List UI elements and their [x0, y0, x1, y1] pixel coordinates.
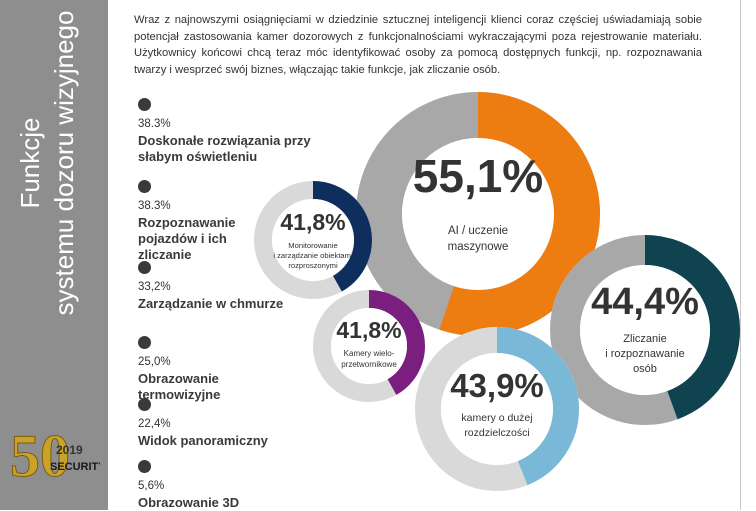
sidebar: Funkcje systemu dozoru wizyjnego 50 2019… — [0, 0, 108, 510]
donut-category-label: i rozpoznawanie — [605, 348, 685, 360]
legend-bullet-icon — [138, 180, 151, 193]
donut-value-arc — [313, 290, 425, 402]
legend-percent: 38.3% — [138, 200, 171, 212]
donut-hole — [402, 138, 554, 290]
donut-value-label: 43,9% — [450, 367, 544, 404]
legend-percent: 22,4% — [138, 418, 171, 430]
frame-line — [740, 0, 741, 510]
donut-value-arc — [550, 235, 740, 425]
donut-category-label: maszynowe — [448, 241, 509, 253]
donut-1: 55,1% AI / uczenie maszynowe — [356, 92, 600, 336]
legend-bullet-icon — [138, 398, 151, 411]
donut-category-label: kamery o dużej — [461, 412, 532, 424]
donut-5: 41,8% Kamery wielo-przetwornikowe — [313, 290, 425, 402]
donut-3: 43,9% kamery o dużej rozdzielczości — [415, 327, 579, 491]
donut-category-label: Monitorowanie — [288, 241, 337, 250]
legend-label: Zarządzanie w chmurze — [138, 296, 284, 311]
legend-label: Obrazowanie 3D — [138, 495, 240, 510]
donut-hole — [441, 353, 553, 465]
donut-category-label: przetwornikowe — [341, 360, 397, 369]
sidebar-title-line1: Funkcje — [15, 117, 45, 208]
donut-hole — [331, 308, 407, 384]
donut-value-arc — [254, 181, 372, 299]
donut-hole — [580, 265, 710, 395]
donut-value-arc — [356, 92, 600, 336]
donut-value-label: 55,1% — [413, 150, 543, 202]
legend-label: Doskonałe rozwiązania przy — [138, 133, 311, 148]
donut-category-label: rozproszonymi — [288, 261, 338, 270]
donut-value-label: 44,4% — [591, 281, 699, 323]
legend-bullet-icon — [138, 460, 151, 473]
legend-percent: 25,0% — [138, 356, 171, 368]
donut-category-label: osób — [633, 363, 657, 375]
legend-bullet-icon — [138, 261, 151, 274]
donut-category-label: Zliczanie — [623, 333, 666, 345]
legend-percent: 5,6% — [138, 480, 165, 492]
logo-number: 50 — [10, 423, 70, 489]
donut-value-label: 41,8% — [280, 209, 345, 235]
donut-2: 44,4% Zliczanie i rozpoznawanie osób — [550, 235, 740, 425]
sidebar-title-line2: systemu dozoru wizyjnego — [49, 11, 79, 315]
legend-percent: 38.3% — [138, 118, 171, 130]
intro-text: Wraz z najnowszymi osiągnięciami w dzied… — [134, 14, 702, 76]
legend-label: słabym oświetleniu — [138, 149, 258, 164]
logo-brand: SECURITY — [50, 461, 100, 473]
donut-category-label: AI / uczenie — [448, 225, 508, 237]
legend-percent: 33,2% — [138, 281, 171, 293]
donut-hole — [272, 199, 354, 281]
donut-value-arc — [415, 327, 579, 491]
legend-label: Widok panoramiczny — [138, 433, 268, 448]
security-50-logo: 50 2019 SECURITY — [8, 418, 107, 490]
legend-label: Obrazowanie — [138, 371, 219, 386]
donut-category-label: rozdzielczości — [464, 427, 529, 439]
legend-bullet-icon — [138, 336, 151, 349]
logo-year: 2019 — [56, 443, 83, 457]
sidebar-title: Funkcje systemu dozoru wizyjnego — [6, 10, 96, 316]
donut-category-label: i zarządzanie obiektami — [273, 251, 353, 260]
legend-label: zliczanie — [138, 247, 192, 262]
donut-category-label: Kamery wielo- — [344, 349, 395, 358]
legend-bullet-icon — [138, 98, 151, 111]
legend-label: termowizyjne — [138, 387, 221, 402]
legend-label: Rozpoznawanie — [138, 215, 236, 230]
legend-label: pojazdów i ich — [138, 231, 227, 246]
donut-value-label: 41,8% — [336, 317, 401, 343]
